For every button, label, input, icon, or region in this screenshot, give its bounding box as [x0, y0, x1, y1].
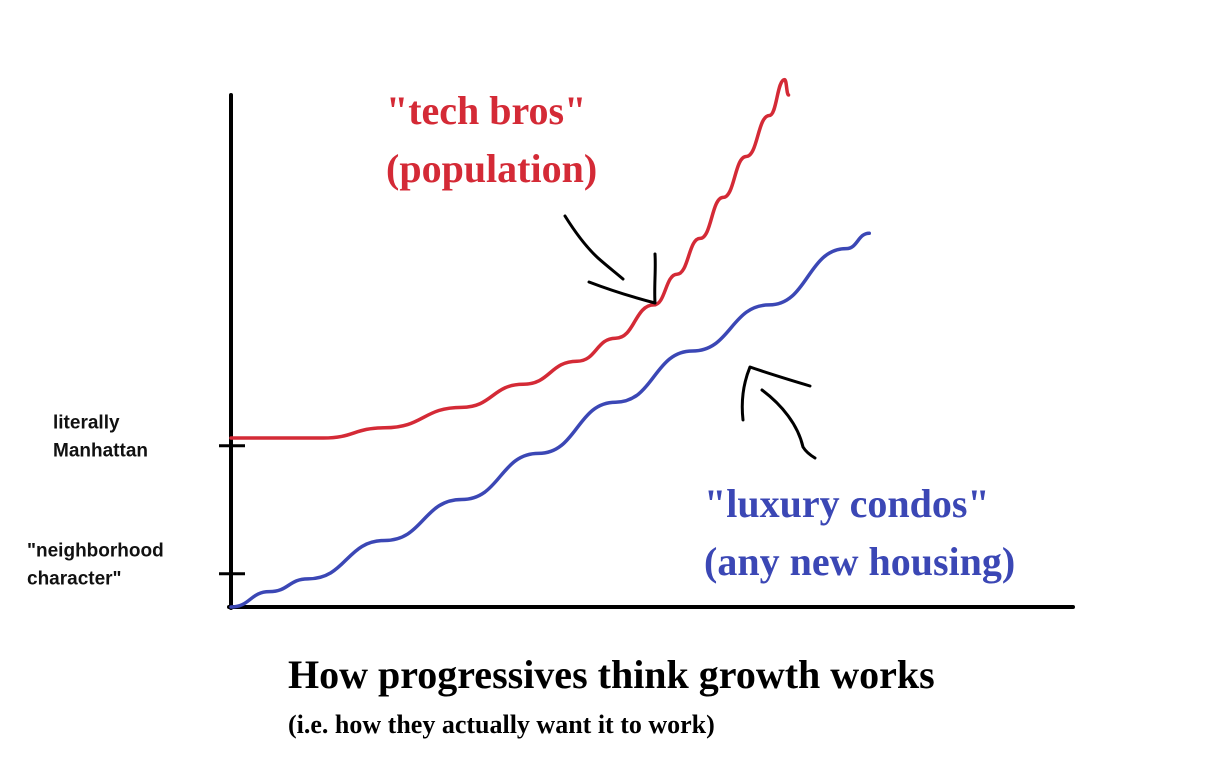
chart-title: How progressives think growth works: [288, 652, 935, 697]
y-tick-label-1: literally Manhattan: [53, 413, 148, 462]
series-label-luxury-condos: "luxury condos" (any new housing): [704, 481, 1015, 584]
series-label-tech-bros-line1: "tech bros": [386, 88, 586, 133]
chart-subtitle: (i.e. how they actually want it to work): [288, 710, 715, 739]
series-label-tech-bros-line2: (population): [386, 146, 597, 191]
series-line-luxury-condos: [229, 231, 872, 609]
tech-bros-arrow: [563, 214, 657, 305]
y-tick-label-0: "neighborhood character": [27, 541, 164, 590]
series-label-luxury-condos-line2: (any new housing): [704, 539, 1015, 584]
series-line-tech-bros: [229, 77, 791, 440]
series-label-tech-bros: "tech bros" (population): [386, 88, 597, 191]
luxury-condos-arrow: [740, 365, 817, 460]
series-label-luxury-condos-line1: "luxury condos": [704, 481, 990, 526]
